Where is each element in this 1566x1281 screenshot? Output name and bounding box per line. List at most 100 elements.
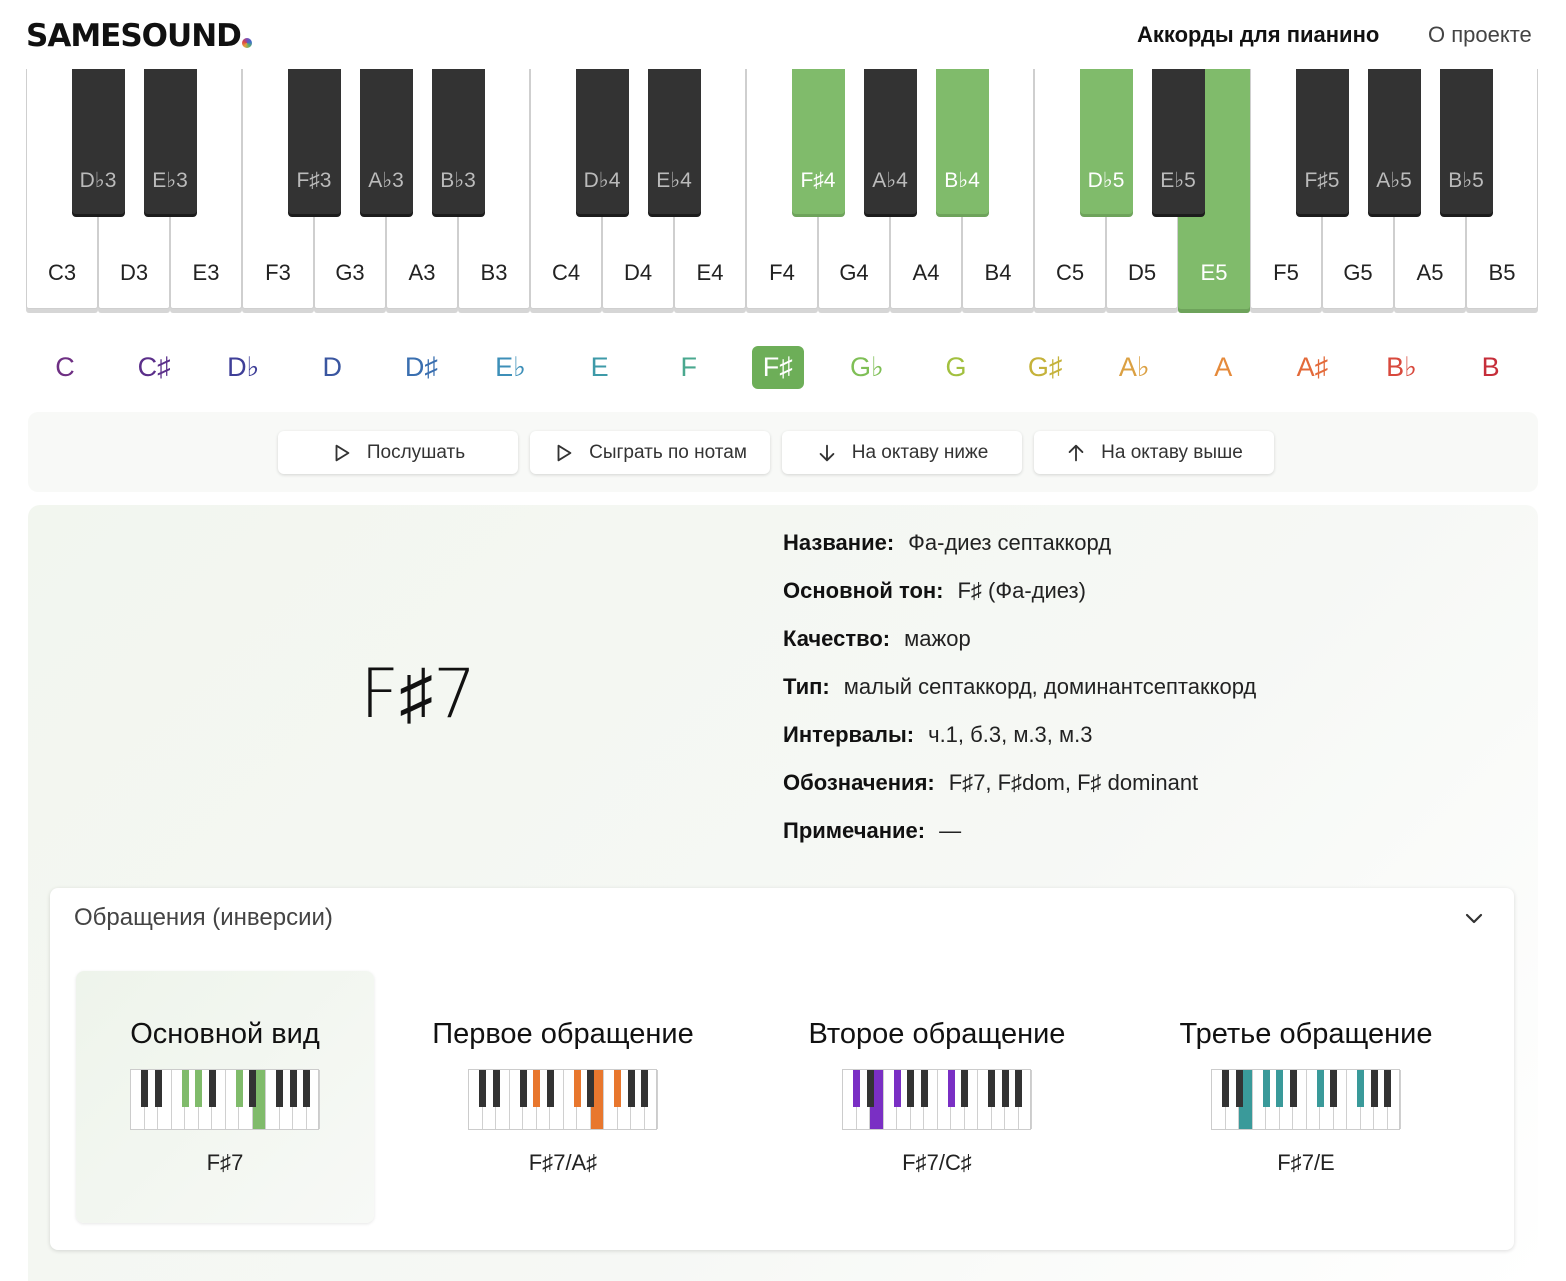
mini-white-key [496, 1070, 510, 1129]
inversion-name[interactable]: Основной вид [130, 1018, 320, 1050]
play-icon [557, 444, 572, 461]
inversion-mini-piano[interactable] [130, 1069, 320, 1130]
mini-white-key [158, 1070, 172, 1129]
note-option[interactable]: D♭ [227, 352, 260, 382]
black-key-label: B♭4 [944, 169, 980, 192]
black-key-label: B♭5 [1448, 169, 1484, 192]
black-key[interactable]: F♯4 [791, 69, 845, 214]
mini-black-key [141, 1070, 148, 1107]
mini-white-key [1019, 1070, 1032, 1129]
play-notes-button[interactable]: Сыграть по нотам [530, 431, 770, 474]
white-key-label: D4 [623, 260, 653, 285]
black-key[interactable]: F♯3 [287, 69, 341, 214]
property-value: мажор [904, 626, 971, 651]
inversion-mini-piano[interactable] [468, 1069, 658, 1130]
listen-button[interactable]: Послушать [278, 431, 518, 474]
inversion-mini-piano[interactable] [1211, 1069, 1401, 1130]
note-option[interactable]: G [945, 352, 967, 382]
mini-white-key [212, 1070, 226, 1129]
nav-piano-chords[interactable]: Аккорды для пианино [1137, 22, 1380, 47]
nav-about[interactable]: О проекте [1428, 22, 1532, 47]
black-key[interactable]: A♭4 [863, 69, 917, 214]
note-option[interactable]: A♭ [1118, 352, 1150, 382]
white-key-label: A3 [408, 260, 436, 285]
mini-black-key [614, 1070, 621, 1107]
inversion-mini-piano[interactable] [842, 1069, 1032, 1130]
black-key-label: E♭4 [656, 169, 692, 192]
note-option[interactable]: A♯ [1296, 352, 1329, 382]
black-key[interactable]: D♭4 [575, 69, 629, 214]
note-option[interactable]: D [322, 352, 343, 382]
chord-property-row: Название: Фа-диез септаккорд [783, 530, 1111, 556]
black-key[interactable]: B♭5 [1439, 69, 1493, 214]
black-key[interactable]: D♭3 [71, 69, 125, 214]
black-key-label: A♭4 [872, 169, 908, 192]
mini-black-key [546, 1070, 554, 1107]
inversion-chord-label: F♯7 [206, 1150, 244, 1175]
octave-down-button[interactable]: На октаву ниже [782, 431, 1022, 474]
white-key-label: C4 [551, 260, 581, 285]
black-key[interactable]: A♭3 [359, 69, 413, 214]
mini-white-key [1293, 1070, 1307, 1129]
property-value: — [939, 818, 962, 843]
mini-black-key [303, 1070, 310, 1107]
mini-black-key [988, 1070, 995, 1107]
chord-property-row: Интервалы: ч.1, б.3, м.3, м.3 [783, 722, 1093, 748]
note-option[interactable]: E [590, 352, 609, 382]
property-key: Тип: [783, 674, 830, 699]
note-option[interactable]: F [680, 352, 697, 382]
black-key[interactable]: D♭5 [1079, 69, 1133, 214]
note-option[interactable]: G♭ [850, 352, 884, 382]
white-key-label: B3 [480, 260, 508, 285]
black-key-label: A♭3 [368, 169, 404, 192]
note-option[interactable]: C♯ [137, 352, 171, 382]
note-option[interactable]: B♭ [1386, 352, 1417, 382]
mini-black-key [947, 1070, 955, 1107]
white-key-label: E4 [696, 260, 724, 285]
mini-black-key [1276, 1070, 1283, 1107]
chord-property-row: Тип: малый септаккорд, доминантсептаккорд [783, 674, 1256, 700]
mini-black-key [587, 1070, 594, 1107]
white-key-label: D5 [1127, 260, 1157, 285]
mini-black-key [853, 1070, 860, 1107]
note-option[interactable]: E♭ [495, 352, 526, 382]
black-key-label: D♭5 [1087, 169, 1125, 192]
white-key-label: A5 [1416, 260, 1444, 285]
property-key: Примечание: [783, 818, 926, 843]
black-key-label: E♭5 [1160, 169, 1196, 192]
inversion-name[interactable]: Второе обращение [808, 1018, 1066, 1050]
chord-property-row: Обозначения: F♯7, F♯dom, F♯ dominant [783, 770, 1198, 796]
note-option[interactable]: B [1481, 352, 1500, 382]
inversion-name[interactable]: Первое обращение [432, 1018, 694, 1050]
black-key-label: D♭4 [583, 169, 621, 192]
chevron-down-icon[interactable] [1462, 906, 1486, 930]
mini-black-key [627, 1070, 635, 1107]
mini-black-key [641, 1070, 648, 1107]
note-option[interactable]: D♯ [404, 352, 438, 382]
black-key[interactable]: E♭5 [1151, 69, 1205, 214]
note-option[interactable]: A [1214, 352, 1233, 382]
mini-black-key [208, 1070, 216, 1107]
inversion-name[interactable]: Третье обращение [1179, 1018, 1433, 1050]
white-key-label: F4 [769, 260, 795, 285]
property-value: малый септаккорд, доминантсептаккорд [843, 674, 1257, 699]
black-key[interactable]: B♭3 [431, 69, 485, 214]
white-key-label: D3 [119, 260, 149, 285]
black-key[interactable]: E♭3 [143, 69, 197, 214]
note-option[interactable]: C [55, 352, 75, 382]
site-logo[interactable]: SAMESOUND [26, 18, 252, 54]
note-option[interactable]: F♯ [751, 346, 804, 389]
piano-keyboard: C3 D3 E3 F3 G3 A3 B3 C4 D4 E4 F4 G4 A4 B4 C5 D5 E5 F5 G5 A5… [26, 69, 1538, 309]
play-icon [335, 444, 350, 461]
white-key-label: F3 [265, 260, 291, 285]
inversions-title[interactable]: Обращения (инверсии) [74, 904, 333, 931]
black-key[interactable]: B♭4 [935, 69, 989, 214]
mini-black-key [961, 1070, 968, 1107]
play-notes-button-label: Сыграть по нотам [589, 441, 747, 463]
mini-black-key [519, 1070, 527, 1107]
note-option[interactable]: G♯ [1027, 352, 1063, 382]
octave-up-button[interactable]: На октаву выше [1034, 431, 1274, 474]
black-key[interactable]: E♭4 [647, 69, 701, 214]
black-key[interactable]: F♯5 [1295, 69, 1349, 214]
black-key[interactable]: A♭5 [1367, 69, 1421, 214]
